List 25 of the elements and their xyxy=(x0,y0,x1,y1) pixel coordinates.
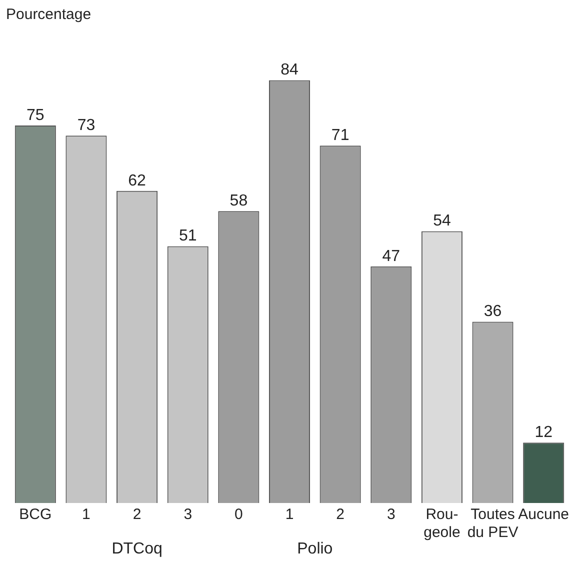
data-label: 51 xyxy=(178,228,197,245)
x-tick-label: 3 xyxy=(386,506,396,524)
data-label: 12 xyxy=(534,424,553,442)
x-tick-label: 0 xyxy=(234,506,243,524)
x-tick-label: BCG xyxy=(19,506,52,524)
x-tick-label: 2 xyxy=(132,506,142,524)
x-tick-label: 2 xyxy=(336,506,344,524)
x-tick-label: Rou- geole xyxy=(424,506,460,542)
data-label: 58 xyxy=(230,192,248,210)
x-tick-label: 1 xyxy=(285,506,294,524)
data-label: 62 xyxy=(128,172,146,190)
data-label: 36 xyxy=(484,303,502,320)
data-label: 75 xyxy=(26,106,44,124)
x-tick-label: Toutes du PEV xyxy=(467,506,518,542)
x-tick-label: 1 xyxy=(82,506,90,524)
text: DTCoq xyxy=(112,540,162,558)
data-label: 84 xyxy=(280,62,298,79)
x-tick-label: Aucune xyxy=(518,506,570,524)
y-axis-title: Pourcentage xyxy=(6,6,92,23)
data-label: 47 xyxy=(382,248,400,265)
x-tick-label: 3 xyxy=(184,506,192,524)
data-label: 73 xyxy=(77,116,96,134)
data-label: 54 xyxy=(433,212,451,230)
data-label: 71 xyxy=(331,127,350,144)
text: Polio xyxy=(297,540,333,558)
